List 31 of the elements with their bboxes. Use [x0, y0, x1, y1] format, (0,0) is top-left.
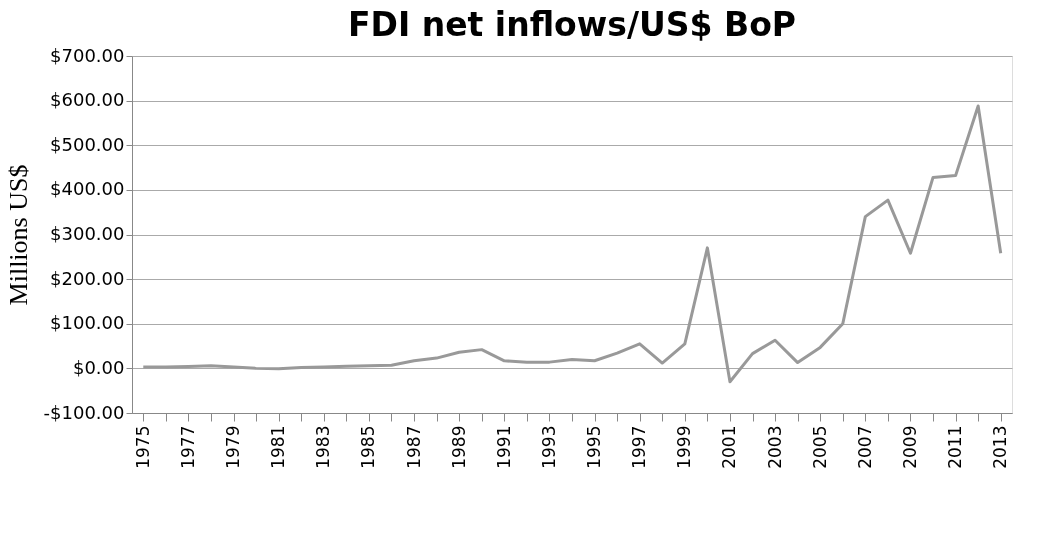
x-tick-label: 1987 [403, 425, 424, 469]
x-tick-label: 1985 [358, 425, 379, 469]
y-tick-label: $200.00 [50, 267, 125, 289]
x-tick-label: 1989 [448, 425, 469, 469]
y-tick-label: $100.00 [50, 312, 125, 334]
x-tick-label: 2001 [719, 425, 740, 469]
x-tick-label: 1995 [584, 425, 605, 469]
y-tick-label: $600.00 [50, 89, 125, 111]
y-tick-label: $500.00 [50, 133, 125, 155]
x-tick-label: 2009 [899, 425, 920, 469]
x-tick-label: 2011 [945, 425, 966, 469]
chart-title: FDI net inflows/US$ BoP [348, 5, 796, 44]
x-tick-label: 1977 [177, 425, 198, 469]
y-axis-title: Millions US$ [3, 164, 33, 306]
y-tick-label: -$100.00 [43, 401, 125, 423]
x-tick-label: 1983 [313, 425, 334, 469]
x-tick-label: 1979 [223, 425, 244, 469]
x-tick-label: 2003 [764, 425, 785, 469]
x-tick-label: 2007 [854, 425, 875, 469]
x-tick-label: 2013 [990, 425, 1011, 469]
y-tick-label: $0.00 [72, 356, 125, 378]
x-tick-label: 1975 [132, 425, 153, 469]
y-tick-label: $300.00 [50, 223, 125, 244]
y-tick-label: $400.00 [50, 178, 125, 200]
x-tick-label: 1997 [629, 425, 650, 469]
x-tick-label: 1981 [268, 425, 289, 469]
x-tick-label: 2005 [809, 425, 830, 469]
x-tick-label: 1999 [674, 425, 695, 469]
x-tick-label: 1993 [538, 425, 559, 469]
x-tick-label: 1991 [493, 425, 514, 469]
y-tick-label: $700.00 [50, 44, 125, 66]
